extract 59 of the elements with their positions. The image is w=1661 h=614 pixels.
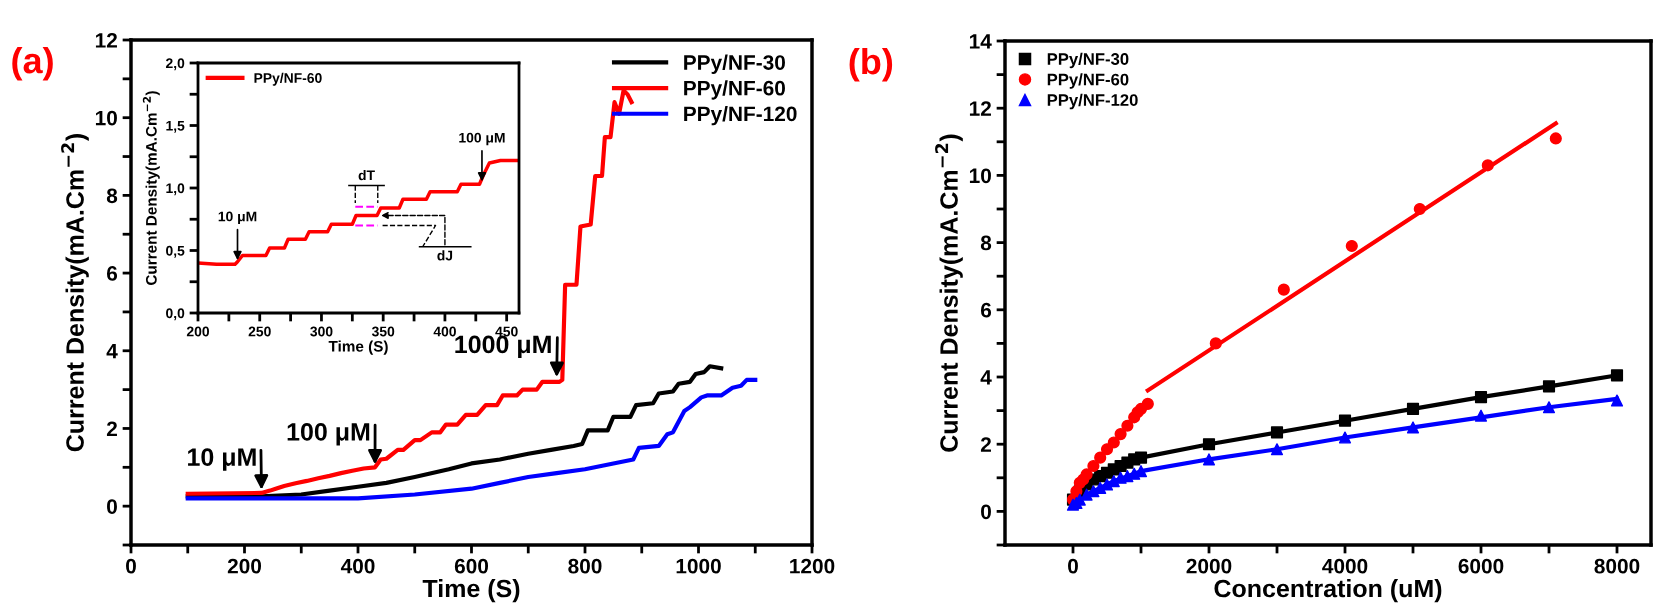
y-tick-label: 6: [106, 266, 118, 281]
x-axis-title: Concentration (uM): [1214, 579, 1442, 603]
y-tick-label: 4: [106, 343, 118, 359]
annotation: 100 μM: [287, 422, 370, 446]
x-tick-label: 0: [126, 558, 136, 574]
x-axis-title: Time (S): [422, 579, 520, 603]
text: (a): [12, 46, 53, 81]
y-axis-title: Current Density(mA.Cm$^{−2}$): [935, 134, 963, 452]
y-tick-label: 0,5: [166, 245, 185, 258]
y-tick-label: 2: [106, 421, 117, 437]
x-tick-label: 2000: [1186, 558, 1232, 574]
y-tick-label: 10: [969, 168, 991, 184]
legend-label: PPy/NF-60: [254, 72, 322, 86]
y-tick-label: 12: [95, 33, 117, 48]
x-tick-label: 350: [371, 326, 395, 337]
x-tick-label: 200: [227, 558, 262, 574]
legend-label: PPy/NF-30: [684, 54, 785, 74]
x-tick-label: 6000: [1458, 558, 1504, 574]
y-tick-label: 6: [980, 302, 992, 318]
y-tick-label: 4: [980, 370, 992, 385]
y-axis-title: Current Density(mA.Cm$^{−2}$): [142, 91, 160, 285]
y-tick-label: 0: [981, 504, 991, 520]
y-tick-label: 0: [107, 499, 117, 514]
legend-label: PPy/NF-120: [1047, 93, 1138, 110]
x-tick-label: 600: [454, 558, 489, 574]
legend-label: PPy/NF-120: [684, 105, 797, 126]
x-tick-label: 200: [186, 326, 210, 337]
x-tick-label: 400: [433, 326, 456, 337]
legend-label: PPy/NF-60: [684, 80, 785, 100]
x-tick-label: 4000: [1322, 558, 1368, 574]
x-tick-label: 250: [248, 326, 271, 337]
y-tick-label: 1,5: [166, 120, 185, 133]
annotation: 100 μM: [459, 132, 505, 146]
legend-label: PPy/NF-30: [1047, 52, 1129, 69]
x-tick-label: 400: [340, 558, 375, 574]
legend-label: PPy/NF-60: [1047, 73, 1129, 89]
y-tick-label: 1,0: [166, 183, 185, 196]
annotation: 10 μM: [218, 211, 257, 225]
y-tick-label: 14: [969, 34, 992, 49]
x-axis-title: Time (S): [328, 340, 388, 355]
x-tick-label: 1000: [676, 558, 721, 574]
text: (b): [849, 47, 893, 82]
x-tick-label: 1200: [790, 558, 835, 574]
x-tick-label: 0: [1068, 558, 1078, 574]
x-tick-label: 8000: [1594, 558, 1640, 574]
y-tick-label: 0,0: [166, 308, 185, 321]
y-tick-label: 2: [980, 437, 991, 452]
y-tick-label: 8: [980, 235, 992, 251]
x-tick-label: 800: [568, 558, 602, 574]
y-axis-title: Current Density(mA.Cm$^{−2}$): [61, 134, 89, 452]
annotation: 10 μM: [188, 448, 256, 471]
y-tick-label: 8: [106, 188, 118, 204]
annotation: dT: [358, 170, 375, 181]
x-tick-label: 300: [310, 326, 333, 337]
y-tick-label: 2,0: [165, 58, 185, 71]
y-tick-label: 12: [969, 101, 991, 116]
y-tick-label: 10: [95, 110, 117, 126]
annotation: dJ: [437, 250, 453, 261]
x-tick-label: 450: [495, 326, 518, 337]
